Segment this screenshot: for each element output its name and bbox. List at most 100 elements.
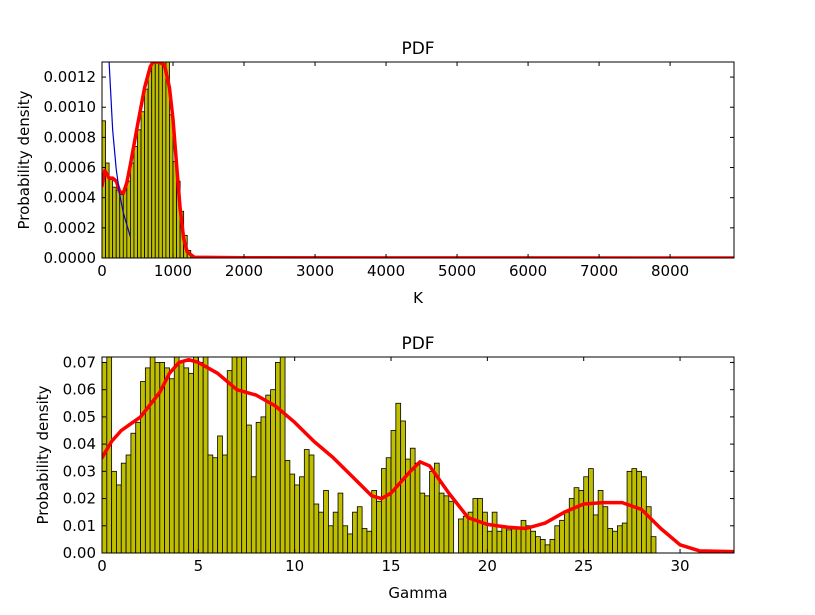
histogram-bar	[178, 362, 185, 553]
fit-line	[108, 62, 131, 238]
histogram-bar	[151, 62, 156, 258]
x-tick-label: 30	[671, 557, 690, 575]
histogram-bar	[347, 533, 353, 553]
histogram-bar	[250, 476, 257, 553]
y-tick-label: 0.00	[63, 544, 96, 562]
histogram-bar	[137, 129, 142, 258]
histogram-bar	[549, 538, 556, 553]
chart-bottom-gamma: 0 5 10 15 20 25 30 0.00 0.01 0.02 0.03 0.04 0.05 0.06…	[34, 334, 735, 602]
histogram-bar	[506, 529, 512, 553]
histogram-bar	[147, 70, 153, 258]
histogram-bar	[275, 362, 281, 553]
histogram-bar	[173, 357, 180, 553]
histogram-bar	[486, 530, 493, 553]
histogram-bar	[323, 489, 329, 553]
histogram-bar	[419, 492, 426, 553]
axes-frame	[101, 356, 735, 554]
x-axis-label: Gamma	[388, 584, 447, 602]
histogram-bar	[328, 525, 334, 553]
y-tick-label: 0.03	[63, 462, 96, 480]
histogram-bar	[409, 447, 416, 553]
histogram-bar	[169, 114, 174, 258]
histogram-bar	[303, 449, 310, 553]
histogram-bar	[515, 526, 522, 553]
histogram-bar	[125, 454, 132, 553]
histogram-bar	[294, 484, 300, 553]
histogram-bar	[115, 189, 121, 258]
histogram-bar	[116, 484, 122, 553]
histogram-bar	[183, 367, 190, 553]
histogram-bar	[443, 495, 450, 553]
histogram-bar	[217, 435, 223, 553]
histogram-bar	[260, 416, 267, 553]
x-tick-label: 8000	[651, 262, 689, 280]
x-tick-label: 0	[97, 557, 107, 575]
histogram-bar	[236, 357, 243, 553]
x-tick-label: 5000	[438, 262, 476, 280]
histogram-bar	[395, 402, 402, 553]
histogram-bar	[106, 357, 113, 553]
histogram-bar	[140, 381, 146, 553]
histogram-bar	[429, 470, 435, 553]
y-tick-label: 0.0012	[44, 68, 97, 86]
histogram-bar	[144, 367, 151, 553]
histogram-bar	[621, 522, 628, 553]
histogram-bar	[496, 530, 503, 553]
histogram-bar	[573, 487, 580, 553]
histogram-bar	[207, 454, 214, 553]
histogram-bar	[544, 544, 551, 553]
histogram-bar	[491, 511, 498, 553]
y-tick-label: 0.05	[63, 408, 96, 426]
histogram-bar	[299, 476, 305, 553]
histogram-bar	[482, 511, 488, 553]
x-axis-label: K	[413, 289, 424, 307]
histogram-bar	[149, 357, 156, 553]
histogram-bar	[578, 489, 585, 553]
histogram-bar	[424, 495, 430, 553]
histogram-bar	[130, 162, 135, 258]
histogram-bar	[202, 357, 209, 553]
histogram-bar	[472, 498, 479, 553]
histogram-bar	[241, 357, 247, 553]
histogram-bar	[438, 492, 445, 553]
histogram-bar	[636, 470, 642, 553]
histogram-bar	[332, 511, 339, 553]
histogram-bar	[226, 370, 233, 553]
y-axis-label: Probability density	[34, 385, 52, 524]
histogram-bar	[197, 362, 204, 553]
histogram-bar	[313, 503, 320, 553]
x-tick-label: 20	[478, 557, 497, 575]
x-tick-label: 1000	[154, 262, 192, 280]
histogram-bar	[126, 180, 131, 258]
histogram-bar	[212, 457, 219, 553]
chart-title: PDF	[401, 39, 434, 59]
histogram-bar	[154, 62, 160, 258]
histogram-bar	[318, 511, 324, 553]
histogram-bar	[458, 518, 464, 553]
histogram-bar	[559, 519, 565, 553]
chart-top-k: 0 1000 2000 3000 4000 5000 6000 7000 8000 0.0000 0…	[15, 39, 735, 307]
histogram-bar	[385, 457, 392, 553]
histogram-bar	[289, 473, 296, 553]
histogram-bar	[617, 525, 623, 553]
y-tick-label: 0.06	[63, 381, 96, 399]
histogram-bar	[111, 470, 117, 553]
histogram-bar	[366, 530, 373, 553]
histogram-bar	[597, 489, 604, 553]
y-tick-label: 0.02	[63, 490, 96, 508]
histogram-bar	[169, 378, 175, 553]
axes-frame	[101, 61, 735, 259]
histogram-bar	[222, 454, 228, 553]
histogram-bar	[554, 525, 561, 553]
histogram-bar	[352, 511, 358, 553]
histogram-bar	[520, 519, 527, 553]
histogram-bar	[645, 506, 652, 553]
histogram-bar	[158, 62, 163, 258]
histogram-bar	[602, 506, 609, 553]
histogram-bar	[626, 470, 633, 553]
x-tick-label: 10	[285, 557, 304, 575]
histogram-bar	[612, 530, 618, 553]
histogram-bar	[539, 538, 546, 553]
x-tick-label: 15	[381, 557, 400, 575]
y-tick-label: 0.0008	[44, 128, 97, 146]
